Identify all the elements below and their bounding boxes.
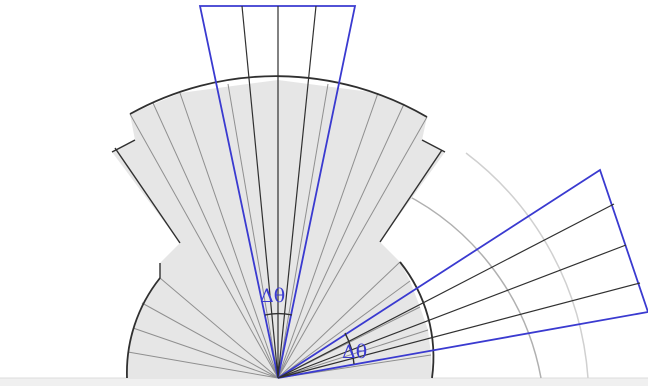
top-wedge-angle-arc <box>264 312 293 316</box>
top-wedge-spokes <box>241 5 317 379</box>
sector-spokes <box>127 83 432 379</box>
fan-left-step <box>111 139 181 244</box>
fan-right-step <box>379 139 446 243</box>
right-wedge-spokes <box>277 203 641 379</box>
right-wedge: Δθ <box>277 168 648 379</box>
right-wedge-angle-arc <box>344 332 355 365</box>
baseline <box>0 378 648 386</box>
outer-arc-faint <box>465 152 589 379</box>
top-angle-label: Δθ <box>260 285 285 307</box>
right-wedge-outline <box>277 168 648 379</box>
fan-outer-arc <box>129 75 428 118</box>
fan-inner-arc <box>126 277 161 379</box>
fan-inner-arc-right <box>399 261 435 379</box>
middle-arc-faint <box>389 186 542 379</box>
right-angle-label: Δθ <box>342 341 367 363</box>
top-wedge: Δθ <box>198 5 357 379</box>
